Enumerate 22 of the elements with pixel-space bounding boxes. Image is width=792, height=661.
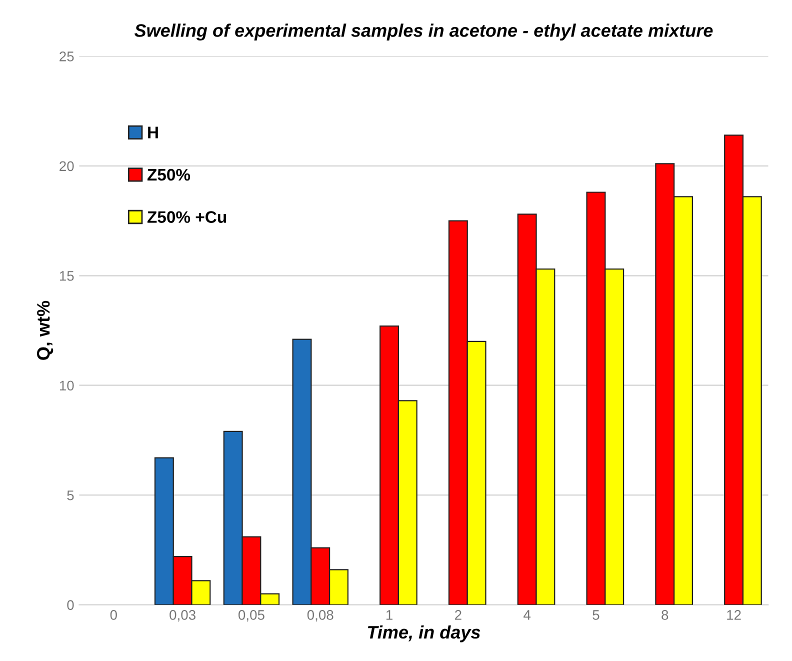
y-tick-label: 25 — [60, 52, 74, 62]
x-tick-label: 0 — [110, 610, 117, 620]
chart-title: Swelling of experimental samples in acetone - ethyl acetate mixture — [134, 24, 713, 40]
legend-label: Z50% +Cu — [147, 211, 226, 223]
legend-label: H — [148, 126, 158, 138]
x-tick-label: 0,03 — [170, 610, 196, 622]
y-axis-title: Q, wt% — [36, 300, 54, 360]
x-axis-title: Time, in days — [368, 625, 480, 642]
y-tick-label: 0 — [67, 600, 74, 610]
x-tick-label: 12 — [727, 610, 741, 620]
x-tick-label: 0,08 — [307, 610, 334, 622]
y-tick-label: 15 — [60, 271, 74, 281]
x-tick-label: 4 — [524, 610, 531, 620]
x-tick-label: 2 — [455, 610, 462, 620]
x-tick-label: 8 — [662, 610, 668, 620]
x-tick-label: 1 — [386, 610, 392, 620]
x-tick-label: 5 — [592, 610, 600, 620]
y-tick-label: 5 — [67, 490, 74, 500]
y-tick-label: 20 — [60, 161, 74, 172]
legend-label: Z50% — [147, 168, 190, 181]
y-tick-label: 10 — [60, 380, 74, 391]
x-tick-label: 0,05 — [238, 610, 264, 622]
